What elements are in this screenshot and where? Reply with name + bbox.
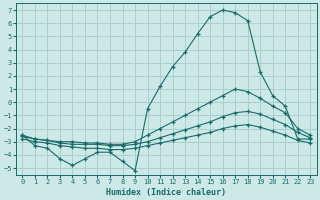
X-axis label: Humidex (Indice chaleur): Humidex (Indice chaleur) xyxy=(106,188,226,197)
